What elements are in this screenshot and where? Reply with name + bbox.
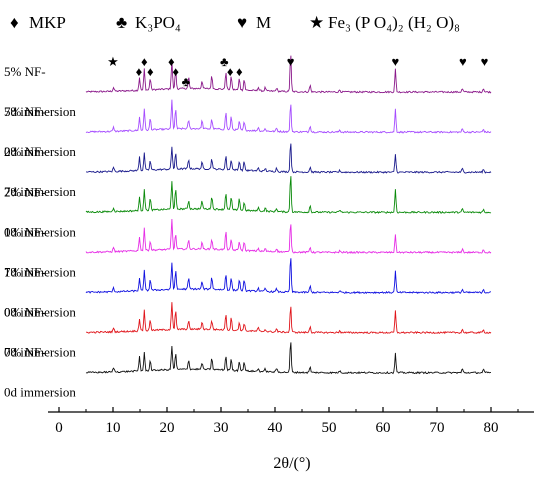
legend-symbol: ♥ — [237, 13, 247, 32]
series-label-line1: 1% NF- — [4, 265, 46, 280]
x-axis-title: 2θ/(°) — [273, 455, 310, 472]
x-axis: 0 10 20 30 40 50 60 70 80 — [48, 407, 534, 436]
legend-entry: ♣ K₃PO₄ — [116, 13, 181, 32]
xrd-series-line — [85, 99, 492, 134]
phase-marker: ♥ — [392, 54, 400, 69]
series-label-line2: 0d immersion — [4, 224, 76, 239]
series-label-line1: 5% NF- — [4, 64, 46, 79]
x-tick-label: 40 — [268, 420, 283, 436]
phase-marker: ♥ — [287, 54, 295, 69]
series-label-line1: 0% NF- — [4, 305, 46, 320]
legend-entry: ♦ MKP — [10, 13, 66, 32]
phase-marker: ♦ — [168, 54, 175, 69]
series-label-line1: 2% NF- — [4, 184, 46, 199]
x-tick-label: 0 — [55, 420, 63, 436]
series-label-line2: 7d immersion — [4, 104, 76, 119]
xrd-series-line — [85, 176, 492, 214]
x-tick-label: 10 — [106, 420, 121, 436]
phase-marker: ♦ — [227, 64, 234, 79]
x-tick-label: 20 — [160, 420, 175, 436]
series-label-line1: 2% NF- — [4, 144, 46, 159]
series-label-line2: 7d immersion — [4, 345, 76, 360]
legend-symbol: ♦ — [10, 13, 19, 32]
phase-marker: ♣ — [220, 54, 229, 69]
phase-marker: ♦ — [136, 64, 143, 79]
series-label-line1: 0% NF- — [4, 345, 46, 360]
legend-label: MKP — [29, 13, 66, 32]
legend-symbol: ♣ — [116, 13, 127, 32]
legend: ♦ MKP ♣ K₃PO₄ ♥ M ★ Fe₃ (P O₄)₂ (H₂ O)₈ — [10, 13, 460, 32]
xrd-series-line — [85, 258, 491, 295]
legend-symbol: ★ — [309, 13, 324, 32]
xrd-series-line — [86, 302, 492, 335]
phase-marker: ♦ — [141, 54, 148, 69]
series-label-line1: 1% NF- — [4, 224, 46, 239]
x-tick-label: 60 — [376, 420, 391, 436]
series-label-line1: 5% NF- — [4, 104, 46, 119]
x-tick-label: 80 — [484, 420, 499, 436]
phase-marker: ♦ — [172, 64, 179, 79]
series-label-line2: 7d immersion — [4, 264, 76, 279]
phase-marker: ♦ — [236, 64, 243, 79]
x-tick-label: 70 — [430, 420, 445, 436]
phase-marker: ★ — [107, 54, 119, 69]
xrd-series-line — [85, 218, 492, 255]
series-label-line2: 0d immersion — [4, 385, 76, 400]
x-tick-label: 30 — [214, 420, 229, 436]
legend-entry: ♥ M — [237, 13, 271, 32]
xrd-series-line — [85, 342, 491, 375]
legend-label: K₃PO₄ — [135, 13, 181, 32]
x-tick-label: 50 — [322, 420, 337, 436]
xrd-series-line — [85, 55, 492, 94]
series-label-line2: 0d immersion — [4, 305, 76, 320]
legend-label: Fe₃ (P O₄)₂ (H₂ O)₈ — [328, 13, 460, 32]
phase-marker: ♥ — [481, 54, 489, 69]
phase-marker: ♣ — [182, 74, 191, 89]
xrd-series-line — [86, 143, 492, 174]
legend-label: M — [256, 13, 271, 32]
phase-marker-layer: ★♦♦♦♦♦♣♣♦ ♦♥ ♥ ♥ ♥ — [107, 54, 488, 89]
legend-entry: ★ Fe₃ (P O₄)₂ (H₂ O)₈ — [309, 13, 460, 32]
series-layer — [85, 55, 492, 375]
series-label-line2: 0d immersion — [4, 144, 76, 159]
phase-marker: ♥ — [459, 54, 467, 69]
phase-marker: ♦ — [147, 64, 154, 79]
series-label-line2: 7d immersion — [4, 184, 76, 199]
